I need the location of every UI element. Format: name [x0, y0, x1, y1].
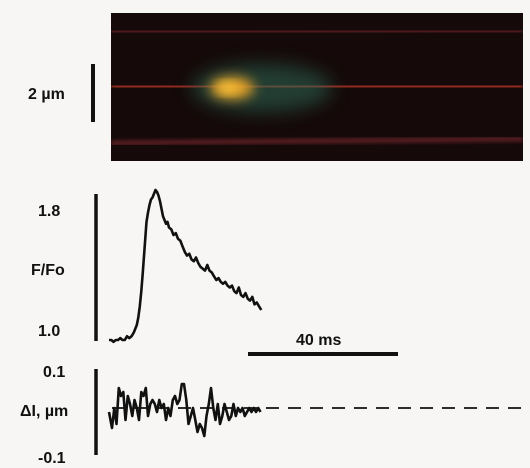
displacement-axis-label: ΔI, µm	[20, 403, 68, 420]
calcium-spark-halo	[192, 64, 332, 112]
striation-band-bottom	[111, 137, 523, 145]
fluorescence-trace-line	[109, 188, 263, 344]
spatial-scale-label: 2 µm	[28, 86, 65, 103]
fluorescence-tick-max: 1.8	[38, 203, 60, 220]
displacement-trace-panel: 0.1 ΔI, µm -0.1	[20, 364, 522, 467]
striation-band-top	[111, 29, 523, 34]
fluorescence-tick-min: 1.0	[38, 323, 60, 340]
time-scale-label: 40 ms	[296, 332, 341, 349]
displacement-tick-min: -0.1	[38, 450, 66, 467]
displacement-trace-line	[107, 382, 262, 438]
fluorescence-axis-label: F/Fo	[31, 262, 65, 279]
calcium-spark-center	[220, 83, 236, 93]
linescan-image-panel: 2 µm	[28, 13, 523, 161]
fluorescence-trace-panel: 1.8 F/Fo 1.0 40 ms	[31, 188, 398, 356]
displacement-tick-max: 0.1	[43, 364, 65, 381]
